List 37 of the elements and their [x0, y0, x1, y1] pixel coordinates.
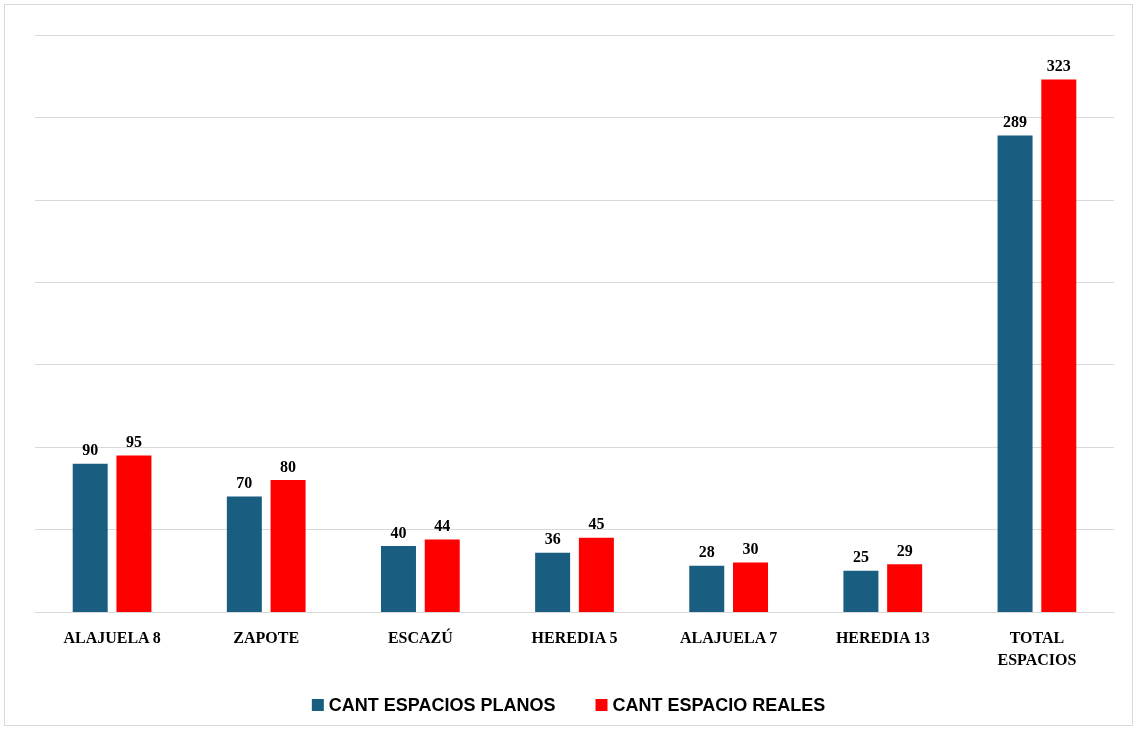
data-label: 28 — [698, 543, 715, 561]
bar — [72, 463, 108, 612]
bar — [424, 539, 460, 612]
data-label: 25 — [852, 548, 869, 566]
x-tick-label: ALAJUELA 8 — [63, 628, 161, 646]
bar — [733, 562, 769, 612]
data-label: 44 — [434, 516, 451, 534]
bar — [578, 537, 614, 612]
bar — [380, 546, 416, 612]
x-tick-label: ESCAZÚ — [387, 627, 454, 646]
data-label: 95 — [125, 432, 142, 450]
data-label: 80 — [280, 457, 297, 475]
x-tick-label: ZAPOTE — [233, 628, 300, 646]
bar — [843, 570, 879, 612]
x-tick-label: TOTAL ESPACIOS — [997, 628, 1077, 668]
bar — [887, 564, 923, 612]
data-label: 30 — [742, 540, 759, 558]
bar — [226, 496, 262, 612]
data-label: 40 — [390, 523, 407, 541]
bar — [689, 565, 725, 612]
bar — [997, 135, 1033, 612]
data-label: 45 — [588, 515, 605, 533]
data-label: 29 — [896, 541, 913, 559]
x-tick-label: HEREDIA 13 — [835, 628, 930, 646]
bar — [116, 455, 152, 612]
bar — [535, 552, 571, 612]
data-label: 323 — [1046, 57, 1071, 75]
legend-label: CANT ESPACIO REALES — [612, 695, 826, 715]
data-label: 289 — [1003, 113, 1028, 131]
bar — [270, 480, 306, 612]
data-label: 90 — [82, 441, 99, 459]
legend-label: CANT ESPACIOS PLANOS — [328, 695, 556, 715]
data-label: 70 — [236, 474, 253, 492]
x-tick-label: ALAJUELA 7 — [679, 628, 778, 646]
data-label: 36 — [544, 530, 561, 548]
x-tick-label: HEREDIA 5 — [531, 628, 618, 646]
bar — [1041, 79, 1077, 612]
